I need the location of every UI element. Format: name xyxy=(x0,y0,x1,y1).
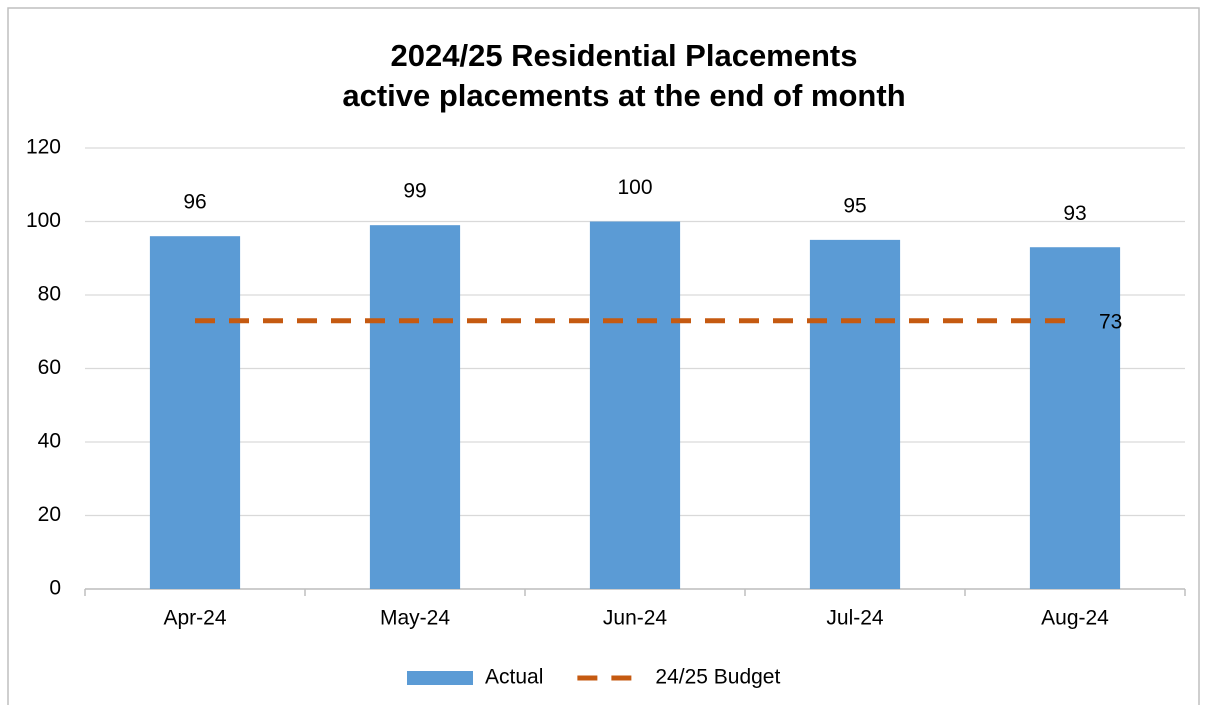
x-tick-label: Jul-24 xyxy=(826,607,884,630)
bar xyxy=(589,221,681,589)
data-label: 93 xyxy=(1063,202,1086,225)
y-tick-label: 40 xyxy=(38,430,61,453)
data-label: 95 xyxy=(843,194,866,217)
y-tick-label: 0 xyxy=(49,577,61,600)
x-tick-label: Jun-24 xyxy=(603,607,668,630)
y-tick-label: 60 xyxy=(38,356,61,379)
y-tick-label: 100 xyxy=(26,209,61,232)
chart-title: 2024/25 Residential Placements xyxy=(391,38,858,73)
chart-title: active placements at the end of month xyxy=(342,78,905,113)
data-label: 73 xyxy=(1099,310,1122,333)
x-tick-label: Aug-24 xyxy=(1041,607,1109,630)
y-tick-label: 20 xyxy=(38,503,61,526)
y-tick-label: 80 xyxy=(38,283,61,306)
bar xyxy=(149,236,241,589)
bar xyxy=(809,239,901,589)
legend-label: 24/25 Budget xyxy=(655,666,780,689)
bar xyxy=(369,225,461,590)
legend-label: Actual xyxy=(485,666,543,689)
x-tick-label: Apr-24 xyxy=(163,607,226,630)
chart-border xyxy=(7,7,1200,705)
data-label: 96 xyxy=(183,191,206,214)
legend-swatch xyxy=(407,671,473,685)
y-tick-label: 120 xyxy=(26,136,61,159)
data-label: 99 xyxy=(403,180,426,203)
bar xyxy=(1029,247,1121,589)
x-tick-label: May-24 xyxy=(380,607,450,630)
data-label: 100 xyxy=(617,176,652,199)
